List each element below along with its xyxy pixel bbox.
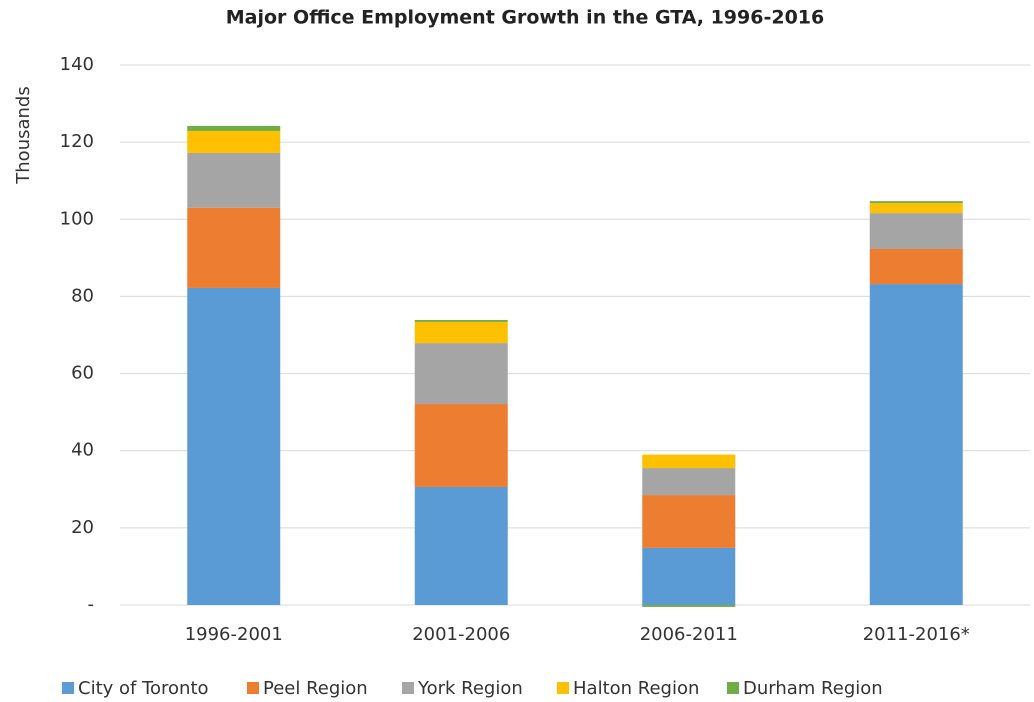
y-axis-label: Thousands [13,86,34,184]
y-tick-label: 100 [60,208,94,229]
bar-segment [187,125,281,131]
bar-segment [642,454,736,469]
legend-label: York Region [417,678,523,699]
x-tick-label: 2001-2006 [412,624,510,645]
bar-segment [414,321,508,344]
bar-segment [642,495,736,548]
legend-swatch [62,682,74,694]
bar-segment [869,201,963,204]
bar-segment [187,152,281,208]
bar-segment [187,130,281,153]
y-tick-label: 120 [60,131,94,152]
legend-swatch [557,682,569,694]
bar-segment [187,287,281,605]
bar-segment [414,319,508,322]
x-tick-label: 2006-2011 [640,624,738,645]
y-tick-label: - [88,594,95,615]
legend-swatch [247,682,259,694]
legend-label: Halton Region [573,678,699,699]
chart-title: Major Office Employment Growth in the GT… [226,7,824,29]
x-tick-label: 1996-2001 [185,624,283,645]
y-tick-label: 140 [60,54,94,75]
bar-segment [869,284,963,605]
bar-segment [869,203,963,214]
bar-segment [869,213,963,249]
bar-segment [642,605,736,607]
x-tick-label: 2011-2016* [863,624,970,645]
bar-segment [414,486,508,605]
bar-segment [187,207,281,288]
y-tick-label: 20 [71,517,94,538]
bar-segment [414,404,508,487]
legend-label: Peel Region [263,678,368,699]
legend-swatch [402,682,414,694]
legend-label: Durham Region [743,678,883,699]
bar-segment [414,343,508,405]
legend-label: City of Toronto [78,678,209,699]
y-tick-label: 40 [71,440,94,461]
legend-swatch [727,682,739,694]
bar-segment [869,248,963,285]
bar-segment [642,547,736,605]
bar-segment [642,468,736,496]
y-tick-label: 60 [71,363,94,384]
y-tick-label: 80 [71,285,94,306]
